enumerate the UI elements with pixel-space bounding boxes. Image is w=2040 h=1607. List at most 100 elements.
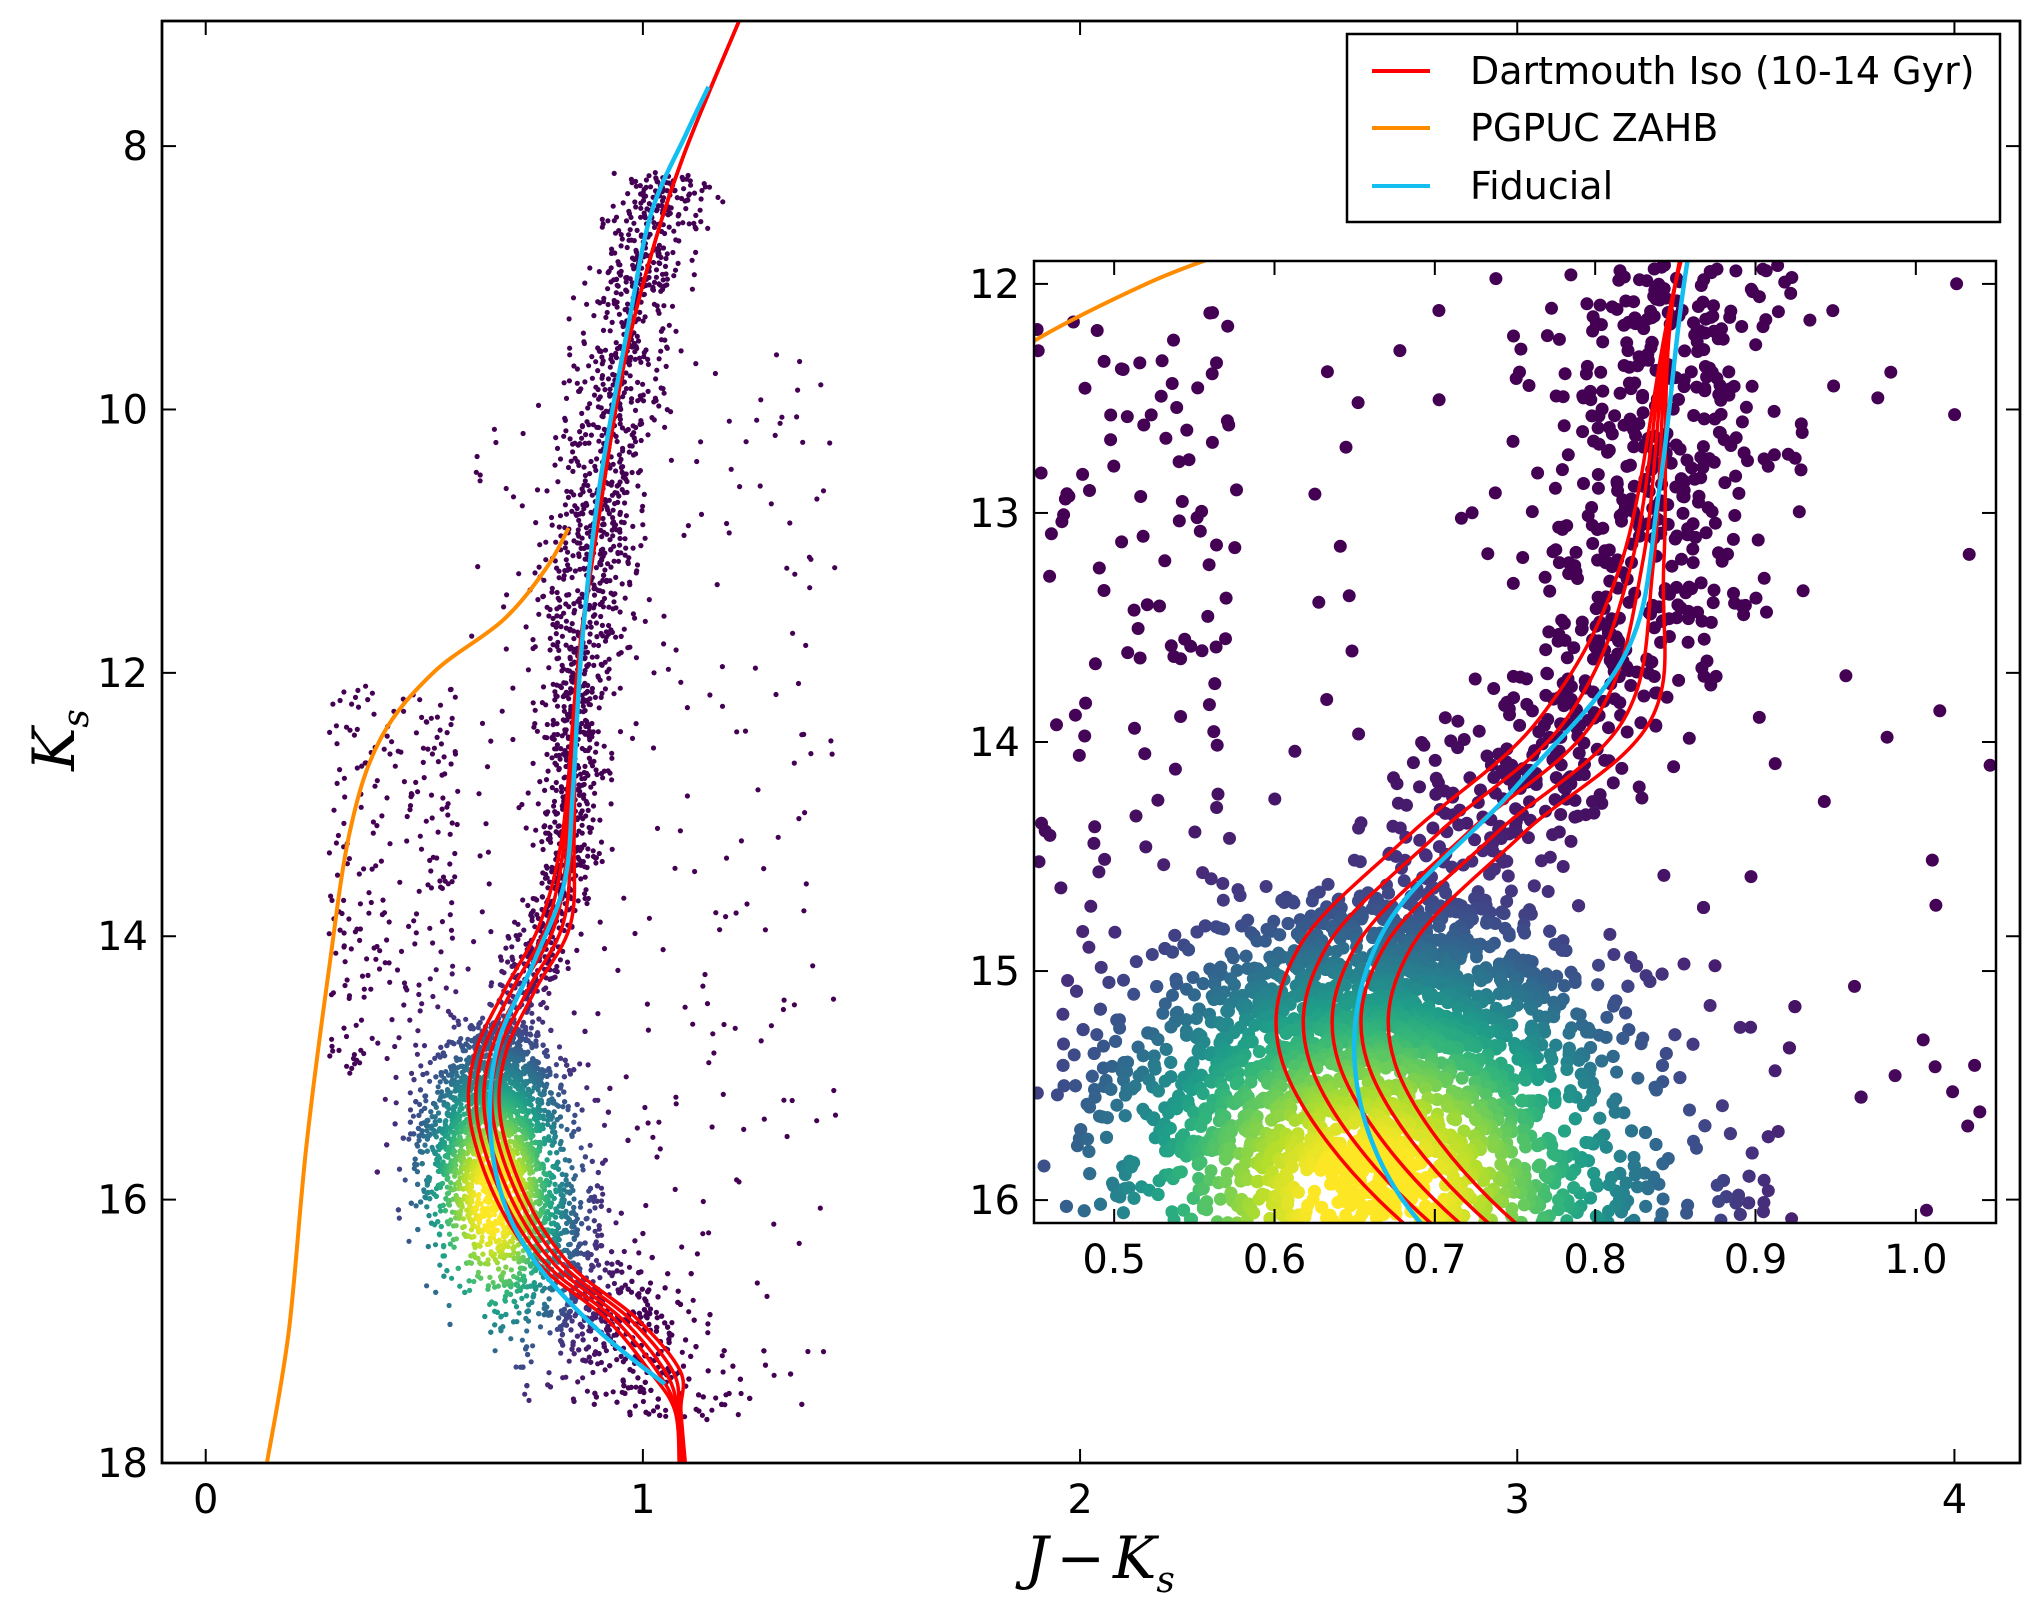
scatter-point <box>404 838 410 844</box>
scatter-point <box>488 1329 494 1335</box>
scatter-point <box>552 1135 558 1141</box>
scatter-point <box>539 839 545 845</box>
scatter-point <box>586 363 592 369</box>
scatter-point <box>633 183 639 189</box>
scatter-point <box>594 1183 601 1189</box>
scatter-point <box>434 714 440 720</box>
scatter-point <box>618 1210 624 1216</box>
scatter-point <box>673 328 679 334</box>
scatter-point <box>562 545 568 551</box>
scatter-point <box>698 511 705 517</box>
scatter-point <box>610 507 616 513</box>
scatter-point <box>473 469 479 475</box>
scatter-point <box>570 295 577 301</box>
scatter-point <box>574 1101 580 1108</box>
scatter-point <box>554 445 561 451</box>
scatter-point <box>544 751 550 758</box>
scatter-point <box>561 433 567 439</box>
scatter-point <box>574 366 581 372</box>
scatter-point <box>603 1348 610 1354</box>
scatter-point <box>588 1267 594 1273</box>
scatter-point <box>665 1324 671 1330</box>
scatter-point <box>334 872 341 878</box>
scatter-point <box>677 828 684 834</box>
scatter-point <box>702 184 709 190</box>
scatter-point <box>682 1004 688 1010</box>
scatter-point <box>640 503 646 509</box>
scatter-point <box>721 1021 727 1028</box>
scatter-point <box>587 471 593 477</box>
scatter-point <box>418 846 425 852</box>
scatter-point <box>540 684 547 690</box>
scatter-point <box>628 1289 635 1295</box>
scatter-point <box>614 1399 620 1405</box>
scatter-point <box>376 966 383 972</box>
scatter-point <box>636 1310 643 1316</box>
scatter-point <box>771 1221 777 1227</box>
scatter-point <box>592 1242 598 1248</box>
scatter-point <box>552 1181 558 1187</box>
scatter-point <box>435 1084 441 1090</box>
scatter-point <box>545 1382 551 1388</box>
scatter-point <box>515 936 521 943</box>
scatter-point <box>658 254 664 260</box>
scatter-point <box>562 502 569 508</box>
scatter-point <box>651 417 657 423</box>
scatter-point <box>477 853 483 859</box>
scatter-point <box>597 919 603 925</box>
scatter-point <box>637 421 643 427</box>
scatter-point <box>428 792 435 798</box>
scatter-point <box>791 1002 798 1008</box>
scatter-point <box>578 876 584 882</box>
scatter-point <box>558 785 565 791</box>
scatter-point <box>549 585 555 591</box>
scatter-point <box>649 1254 655 1261</box>
scatter-point <box>600 327 607 333</box>
scatter-point <box>831 1087 837 1094</box>
scatter-point <box>777 420 783 426</box>
scatter-point <box>449 1072 455 1078</box>
scatter-point <box>638 1384 644 1391</box>
scatter-point <box>617 459 623 465</box>
scatter-point <box>642 1104 648 1111</box>
scatter-point <box>593 860 599 866</box>
scatter-point <box>410 1113 416 1119</box>
scatter-point <box>757 483 763 489</box>
scatter-point <box>599 413 605 419</box>
scatter-point <box>553 1062 560 1068</box>
scatter-point <box>654 1404 661 1410</box>
scatter-point <box>607 1085 613 1091</box>
scatter-point <box>645 432 651 438</box>
scatter-point <box>588 1359 594 1365</box>
scatter-point <box>827 440 833 446</box>
scatter-point <box>646 597 652 603</box>
scatter-point <box>520 1023 526 1029</box>
scatter-point <box>444 1268 450 1274</box>
scatter-point <box>401 708 407 714</box>
scatter-point <box>754 417 760 423</box>
scatter-point <box>366 910 372 916</box>
scatter-point <box>433 1134 439 1140</box>
scatter-point <box>465 1061 471 1067</box>
scatter-point <box>602 347 609 353</box>
scatter-point <box>438 741 444 747</box>
scatter-point <box>547 1090 554 1096</box>
scatter-point <box>401 1002 407 1008</box>
scatter-point <box>585 1062 591 1068</box>
scatter-point <box>643 1409 649 1415</box>
scatter-point <box>638 233 644 239</box>
scatter-point <box>662 1285 668 1291</box>
scatter-point <box>593 1349 599 1355</box>
scatter-point <box>641 350 647 356</box>
scatter-point <box>605 270 611 276</box>
scatter-point <box>562 1057 568 1063</box>
scatter-point <box>542 875 549 881</box>
scatter-point <box>632 1403 639 1409</box>
scatter-point <box>641 193 647 199</box>
scatter-point <box>758 397 764 403</box>
scatter-point <box>543 830 549 836</box>
scatter-point <box>398 948 405 955</box>
scatter-point <box>416 991 422 998</box>
scatter-point <box>650 287 657 293</box>
scatter-point <box>570 553 576 559</box>
